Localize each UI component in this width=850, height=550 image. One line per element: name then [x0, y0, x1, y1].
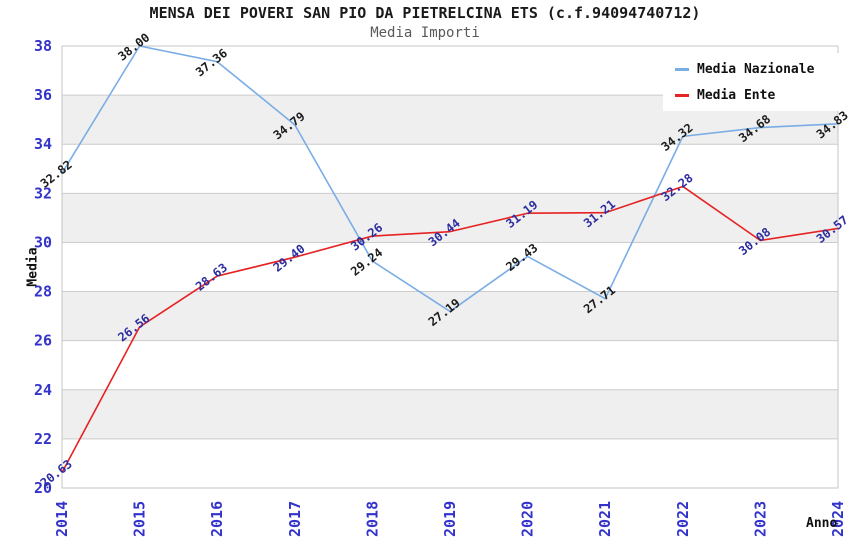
x-axis-title: Anno — [806, 516, 838, 531]
grid-band — [62, 242, 838, 292]
series-line-media-nazionale — [61, 45, 839, 313]
y-axis-title: Media — [25, 247, 41, 287]
y-tick-label: 22 — [34, 430, 52, 448]
y-tick-label: 36 — [34, 86, 52, 104]
line-swatch-ente-icon — [675, 93, 689, 97]
grid-band — [62, 193, 838, 243]
plot-border — [61, 45, 839, 489]
x-tick-label: 2018 — [363, 501, 381, 537]
chart-subtitle: Media Importi — [370, 25, 480, 41]
x-tick-label: 2014 — [53, 501, 71, 537]
y-tick-label: 26 — [34, 332, 52, 350]
y-tick-label: 20 — [34, 479, 52, 497]
y-tick-label: 24 — [34, 381, 52, 399]
legend-label-media-ente: Media Ente — [697, 87, 776, 103]
y-tick-label: 38 — [34, 37, 52, 55]
legend: Media Nazionale Media Ente — [663, 53, 850, 111]
x-tick-label: 2021 — [596, 501, 614, 537]
x-tick-label: 2020 — [519, 501, 537, 537]
x-tick-label: 2023 — [751, 501, 769, 537]
line-swatch-nazionale-icon — [675, 67, 689, 71]
x-tick-label: 2022 — [674, 501, 692, 537]
y-tick-label: 34 — [34, 135, 52, 153]
series-line-media-ente — [61, 185, 839, 473]
legend-item-media-nazionale: Media Nazionale — [675, 61, 850, 77]
x-tick-label: 2017 — [286, 501, 304, 537]
grid-band — [62, 438, 838, 488]
grid-band — [62, 389, 838, 439]
grid-band — [62, 291, 838, 341]
x-tick-label: 2019 — [441, 501, 459, 537]
y-tick-label: 32 — [34, 184, 52, 202]
chart-title: MENSA DEI POVERI SAN PIO DA PIETRELCINA … — [149, 4, 701, 22]
x-tick-label: 2024 — [829, 501, 847, 537]
y-tick-label: 30 — [34, 233, 52, 251]
y-tick-label: 28 — [34, 283, 52, 301]
legend-item-media-ente: Media Ente — [675, 87, 850, 103]
grid-band — [62, 340, 838, 390]
x-tick-label: 2016 — [208, 501, 226, 537]
x-tick-label: 2015 — [131, 501, 149, 537]
legend-label-media-nazionale: Media Nazionale — [697, 61, 815, 77]
grid-band — [62, 144, 838, 194]
